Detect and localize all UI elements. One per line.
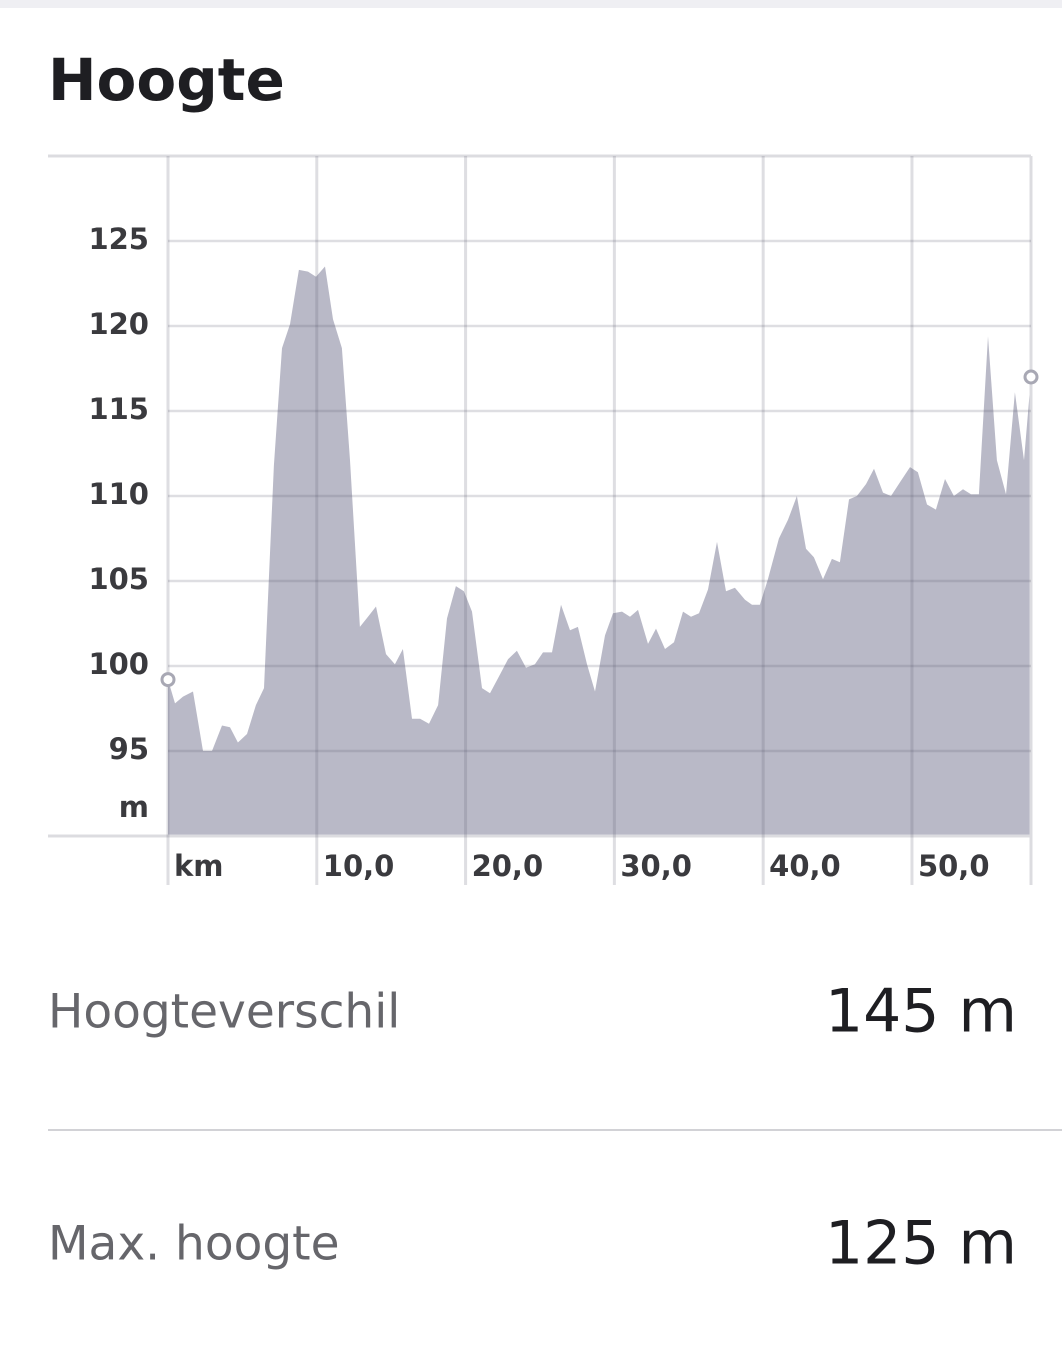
section-title: Hoogte <box>48 46 285 114</box>
stat-value: 145 m <box>825 977 1017 1047</box>
end-marker <box>1023 369 1039 385</box>
y-tick-label: 110 <box>88 477 149 511</box>
y-unit-label: m <box>119 790 149 824</box>
x-tick-label: 30,0 <box>620 849 692 883</box>
stat-value: 125 m <box>825 1209 1017 1279</box>
stat-label: Hoogteverschil <box>48 985 400 1040</box>
y-tick-label: 100 <box>88 647 149 681</box>
y-tick-label: 95 <box>109 732 149 766</box>
x-tick-label: 40,0 <box>769 849 841 883</box>
x-tick-label: km <box>174 849 224 883</box>
elevation-area <box>168 266 1031 836</box>
y-tick-label: 125 <box>88 222 149 256</box>
y-tick-label: 120 <box>88 307 149 341</box>
x-tick-label: 10,0 <box>323 849 395 883</box>
x-tick-label: 50,0 <box>918 849 990 883</box>
elevation-chart: 95 100 105 110 115 120 125 mkm 10,0 20,0 30,0 40,0 5… <box>48 154 1039 885</box>
top-strip <box>0 0 1062 8</box>
y-tick-label: 115 <box>88 392 149 426</box>
end-marker <box>160 672 176 688</box>
stat-label: Max. hoogte <box>48 1217 340 1272</box>
x-tick-label: 20,0 <box>472 849 544 883</box>
y-tick-label: 105 <box>88 562 149 596</box>
